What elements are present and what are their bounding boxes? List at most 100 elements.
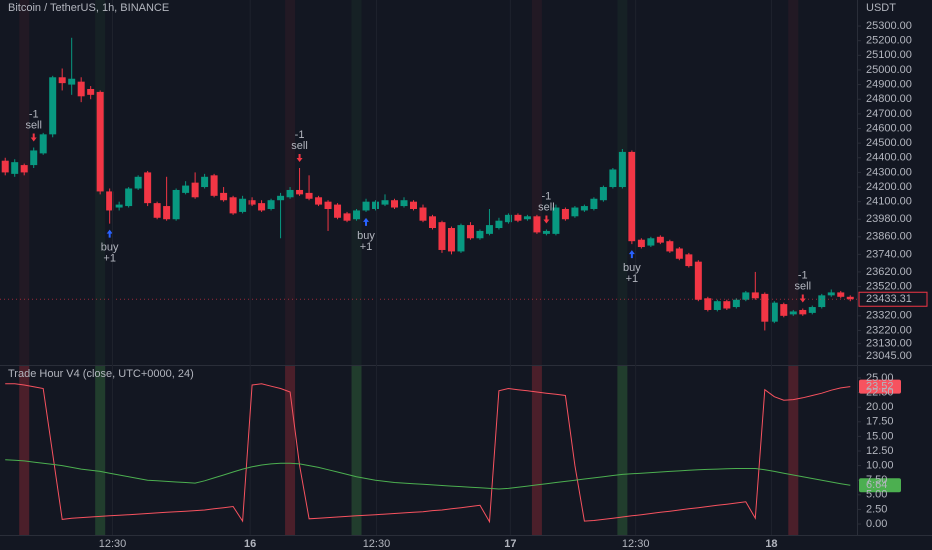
y-tick-label: 23860.00 [866,231,912,243]
candle-body [277,195,285,201]
signal-band [351,0,362,365]
signal-label: buy [357,230,375,242]
indicator-line [5,459,851,490]
candle-body [457,225,465,252]
candle-body [704,298,712,310]
y-tick-label: 15.00 [866,430,894,442]
axis-unit: USDT [866,2,896,14]
candle-body [428,216,436,229]
candle-body [1,160,9,173]
x-tick-label: 12:30 [99,538,127,550]
y-tick-label: 24100.00 [866,196,912,208]
signal-band [788,0,799,365]
signal-size: -1 [29,108,39,120]
candle-body [400,200,408,207]
signal-label: sell [538,201,555,213]
signal-size: +1 [360,241,373,253]
candle-body [552,207,560,234]
candle-body [447,228,455,252]
candle-body [628,151,636,242]
signal-size: +1 [103,253,116,265]
y-tick-label: 20.00 [866,401,894,413]
candle-body [239,198,247,212]
candle-body [77,81,85,97]
candle-body [305,192,313,199]
signal-band [285,366,296,535]
signal-label: sell [291,140,308,152]
candle-body [732,299,740,308]
indicator-line [5,383,851,524]
y-tick-label: 10.00 [866,460,894,472]
candle-body [39,134,47,154]
candle-body [343,213,351,221]
signal-band [19,0,30,365]
candle-body [30,150,38,166]
y-tick-label: 24300.00 [866,166,912,178]
candle-body [87,88,95,95]
y-tick-label: 24900.00 [866,78,912,90]
y-tick-label: 24600.00 [866,122,912,134]
candle-body [182,185,190,193]
signal-size: -1 [798,269,808,281]
signal-label: sell [795,280,812,292]
y-tick-label: 23620.00 [866,266,912,278]
signal-band [531,366,542,535]
candle-body [675,248,683,259]
candle-body [542,230,550,234]
candle-body [837,292,845,297]
y-tick-label: 23045.00 [866,350,912,362]
candle-body [229,197,237,214]
x-tick-label: 18 [765,538,777,550]
candle-body [723,301,731,309]
candle-body [514,214,522,221]
x-tick-label: 12:30 [363,538,391,550]
candle-body [248,200,256,205]
candle-body [561,208,569,220]
candle-body [485,225,493,234]
candle-body [172,189,180,220]
sell-arrow [30,133,37,142]
candle-body [125,188,133,207]
candle-body [770,302,778,322]
signal-band [285,0,296,365]
sell-arrow [296,154,303,163]
signal-band [351,366,362,535]
indicator-title: Trade Hour V4 (close, UTC+0000, 24) [8,368,194,380]
y-tick-label: 23520.00 [866,280,912,292]
signal-band [617,366,628,535]
last-value-label: 6.64 [866,479,887,491]
candles [1,37,854,331]
y-tick-label: 24400.00 [866,152,912,164]
y-tick-label: 24700.00 [866,108,912,120]
last-price-label: 23433.31 [866,293,912,305]
candle-body [571,207,579,217]
candle-body [827,292,835,296]
candle-body [419,207,427,221]
chart-title: Bitcoin / TetherUS, 1h, BINANCE [8,2,169,14]
candle-body [267,200,275,209]
candle-body [694,261,702,300]
y-tick-label: 24500.00 [866,137,912,149]
candle-body [656,236,664,243]
candle-body [789,311,797,315]
candle-body [144,172,152,204]
y-tick-label: 7.50 [866,474,887,486]
y-tick-label: 24200.00 [866,181,912,193]
candle-body [362,201,370,211]
signal-label: sell [25,119,42,131]
candle-body [210,175,218,196]
candle-body [134,176,142,189]
candle-body [286,189,294,198]
candle-body [49,77,57,135]
y-tick-label: 25200.00 [866,35,912,47]
y-tick-label: 24800.00 [866,93,912,105]
candle-body [685,254,693,267]
signal-band [19,366,30,535]
buy-arrow [363,217,370,226]
y-tick-label: 23320.00 [866,310,912,322]
y-tick-label: 23130.00 [866,338,912,350]
signal-label: buy [623,262,641,274]
candle-body [637,239,645,248]
